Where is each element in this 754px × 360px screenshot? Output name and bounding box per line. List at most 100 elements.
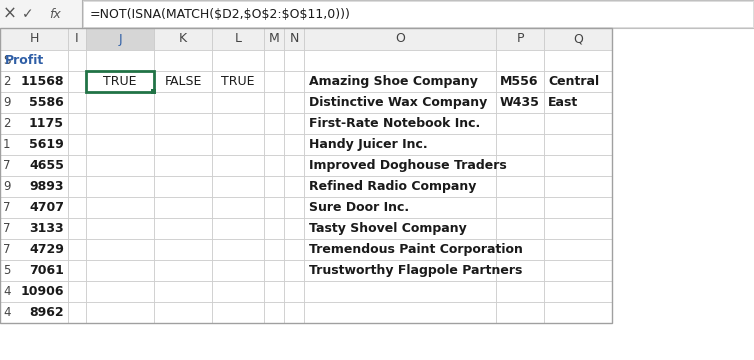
Text: 7: 7 [3, 222, 11, 235]
Bar [304, 302, 496, 323]
Bar [212, 197, 264, 218]
Bar [68, 218, 86, 239]
Bar [264, 218, 284, 239]
Bar [264, 197, 284, 218]
Bar [544, 302, 612, 323]
Text: 3133: 3133 [29, 222, 64, 235]
Bar [264, 155, 284, 176]
Text: L: L [234, 32, 241, 45]
Bar [284, 134, 304, 155]
Bar [284, 302, 304, 323]
Bar [154, 218, 212, 239]
Text: East: East [548, 96, 578, 109]
Text: ×: × [3, 5, 17, 23]
Bar [83, 1, 753, 27]
Bar [304, 260, 496, 281]
Text: 2: 2 [3, 117, 11, 130]
Text: 10906: 10906 [20, 285, 64, 298]
Text: Refined Radio Company: Refined Radio Company [309, 180, 477, 193]
Bar [496, 92, 544, 113]
Bar [212, 71, 264, 92]
Bar [0, 113, 68, 134]
Bar [284, 176, 304, 197]
Bar [86, 71, 154, 92]
Bar [68, 281, 86, 302]
Text: TRUE: TRUE [103, 75, 136, 88]
Bar [86, 28, 154, 50]
Bar [0, 92, 68, 113]
Bar [264, 260, 284, 281]
Bar [212, 260, 264, 281]
Bar [154, 197, 212, 218]
Bar [0, 0, 82, 28]
Text: 8962: 8962 [29, 306, 64, 319]
Bar [68, 71, 86, 92]
Bar [0, 281, 68, 302]
Bar [304, 218, 496, 239]
Bar [0, 197, 68, 218]
Text: 9: 9 [3, 180, 11, 193]
Bar [284, 260, 304, 281]
Bar [264, 28, 284, 50]
Bar [496, 50, 544, 71]
Bar [544, 71, 612, 92]
Bar [68, 92, 86, 113]
Bar [154, 50, 212, 71]
Bar [212, 176, 264, 197]
Bar [212, 155, 264, 176]
Bar [284, 218, 304, 239]
Bar [496, 71, 544, 92]
Text: 1175: 1175 [29, 117, 64, 130]
Bar [68, 155, 86, 176]
Bar [496, 239, 544, 260]
Bar [544, 28, 612, 50]
Text: First-Rate Notebook Inc.: First-Rate Notebook Inc. [309, 117, 480, 130]
Text: 9: 9 [3, 96, 11, 109]
Text: 5: 5 [3, 264, 11, 277]
Bar [154, 134, 212, 155]
Bar [284, 155, 304, 176]
Bar [86, 302, 154, 323]
Bar [496, 197, 544, 218]
Bar [496, 218, 544, 239]
Bar [544, 281, 612, 302]
Bar [212, 134, 264, 155]
Bar [304, 281, 496, 302]
Text: 4707: 4707 [29, 201, 64, 214]
Text: 7: 7 [3, 201, 11, 214]
Text: ✓: ✓ [22, 7, 34, 21]
Text: Tasty Shovel Company: Tasty Shovel Company [309, 222, 467, 235]
Bar [86, 239, 154, 260]
Bar [284, 71, 304, 92]
Bar [154, 281, 212, 302]
Text: 11568: 11568 [20, 75, 64, 88]
Bar [86, 113, 154, 134]
Bar [68, 239, 86, 260]
Text: 2: 2 [3, 75, 11, 88]
Bar [68, 134, 86, 155]
Bar [68, 176, 86, 197]
Bar [284, 113, 304, 134]
Bar [284, 281, 304, 302]
Bar [154, 28, 212, 50]
Bar [154, 260, 212, 281]
Bar [304, 28, 496, 50]
Bar [264, 134, 284, 155]
Bar [496, 134, 544, 155]
Text: Amazing Shoe Company: Amazing Shoe Company [309, 75, 478, 88]
Text: Central: Central [548, 75, 599, 88]
Text: H: H [29, 32, 38, 45]
Bar [86, 281, 154, 302]
Bar [544, 155, 612, 176]
Bar [68, 50, 86, 71]
Bar [0, 71, 68, 92]
Bar [212, 28, 264, 50]
Bar [68, 260, 86, 281]
Text: 4: 4 [3, 285, 11, 298]
Bar [496, 155, 544, 176]
Bar [154, 71, 212, 92]
Bar [544, 134, 612, 155]
Bar [284, 239, 304, 260]
Bar [304, 113, 496, 134]
Text: P: P [516, 32, 524, 45]
